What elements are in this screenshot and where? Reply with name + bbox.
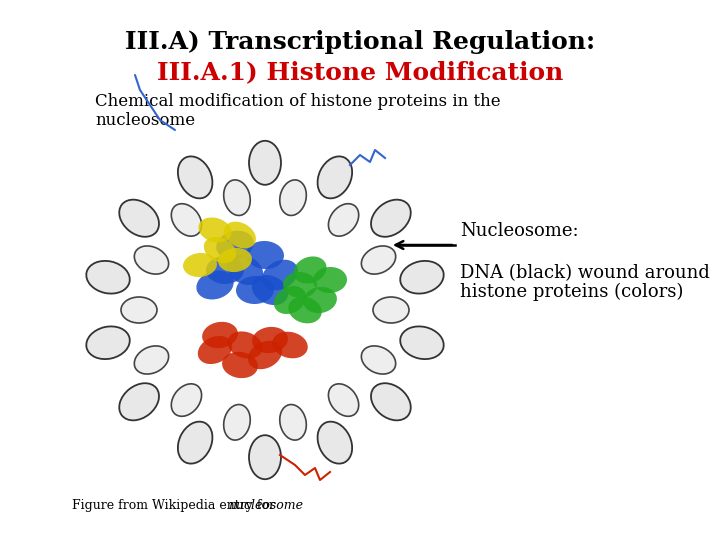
Ellipse shape <box>249 435 281 479</box>
Ellipse shape <box>328 204 359 236</box>
Ellipse shape <box>224 221 256 248</box>
Ellipse shape <box>206 256 244 284</box>
Ellipse shape <box>86 261 130 294</box>
Ellipse shape <box>222 352 258 378</box>
Ellipse shape <box>313 267 347 293</box>
Ellipse shape <box>135 346 168 374</box>
Ellipse shape <box>218 248 252 272</box>
Ellipse shape <box>224 180 251 215</box>
Ellipse shape <box>318 422 352 464</box>
Ellipse shape <box>361 346 396 374</box>
Ellipse shape <box>204 237 236 263</box>
Text: Figure from Wikipedia entry for: Figure from Wikipedia entry for <box>72 499 279 512</box>
Ellipse shape <box>373 297 409 323</box>
Ellipse shape <box>274 286 306 314</box>
Ellipse shape <box>400 326 444 359</box>
Ellipse shape <box>121 297 157 323</box>
Ellipse shape <box>280 180 306 215</box>
Ellipse shape <box>294 256 327 284</box>
Ellipse shape <box>199 218 232 242</box>
Text: DNA (black) wound around: DNA (black) wound around <box>460 264 710 282</box>
Ellipse shape <box>246 241 284 269</box>
Text: III.A.1) Histone Modification: III.A.1) Histone Modification <box>157 60 563 84</box>
Ellipse shape <box>198 336 232 364</box>
Ellipse shape <box>288 296 322 323</box>
Ellipse shape <box>252 275 288 305</box>
Ellipse shape <box>248 341 282 369</box>
Ellipse shape <box>262 260 298 291</box>
Ellipse shape <box>171 204 202 236</box>
Text: nucleosome: nucleosome <box>95 112 195 129</box>
Ellipse shape <box>272 332 307 359</box>
Ellipse shape <box>328 384 359 416</box>
Text: Chemical modification of histone proteins in the: Chemical modification of histone protein… <box>95 93 500 110</box>
Text: III.A) Transcriptional Regulation:: III.A) Transcriptional Regulation: <box>125 30 595 54</box>
Ellipse shape <box>120 383 159 420</box>
Text: nucleosome: nucleosome <box>228 499 303 512</box>
Ellipse shape <box>318 157 352 198</box>
Ellipse shape <box>224 404 251 440</box>
Ellipse shape <box>283 272 317 298</box>
Ellipse shape <box>303 287 337 313</box>
Ellipse shape <box>178 422 212 464</box>
Ellipse shape <box>252 327 288 353</box>
Ellipse shape <box>183 253 217 277</box>
Text: histone proteins (colors): histone proteins (colors) <box>460 283 683 301</box>
Ellipse shape <box>216 231 253 259</box>
Ellipse shape <box>236 276 274 304</box>
Ellipse shape <box>135 246 168 274</box>
Ellipse shape <box>371 200 410 237</box>
Ellipse shape <box>400 261 444 294</box>
Ellipse shape <box>280 404 306 440</box>
Ellipse shape <box>249 141 281 185</box>
Ellipse shape <box>202 322 238 348</box>
Ellipse shape <box>171 384 202 416</box>
Ellipse shape <box>178 157 212 198</box>
Ellipse shape <box>371 383 410 420</box>
Ellipse shape <box>228 332 263 359</box>
Ellipse shape <box>120 200 159 237</box>
Ellipse shape <box>361 246 396 274</box>
Ellipse shape <box>86 326 130 359</box>
Ellipse shape <box>227 255 264 285</box>
Ellipse shape <box>197 271 233 300</box>
Text: Nucleosome:: Nucleosome: <box>460 222 579 240</box>
